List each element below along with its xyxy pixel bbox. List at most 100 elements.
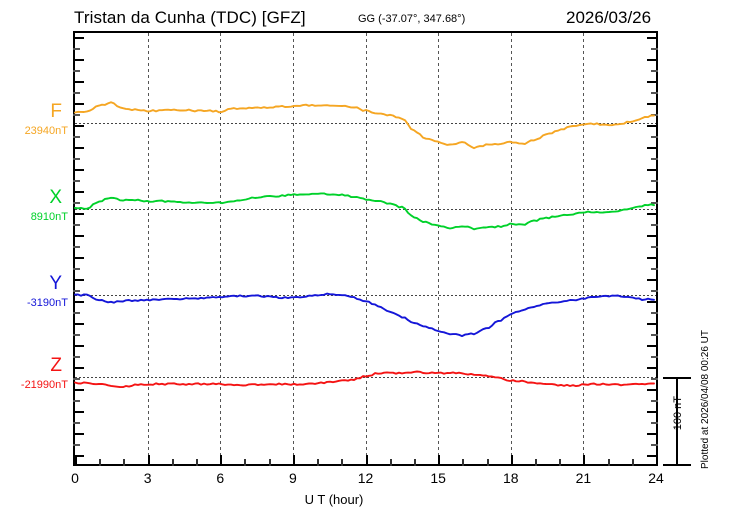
right-tick — [647, 81, 658, 83]
x-tick-hour-22 — [608, 459, 610, 466]
y-tick — [73, 367, 84, 369]
right-tick — [647, 279, 658, 281]
x-tick-hour-13 — [390, 459, 392, 466]
y-tick — [73, 235, 84, 237]
right-tick — [651, 114, 658, 116]
right-tick — [651, 400, 658, 402]
x-tick-label-9: 9 — [288, 470, 297, 486]
right-tick — [651, 180, 658, 182]
y-tick — [73, 48, 80, 50]
right-tick — [651, 312, 658, 314]
plot-date: 2026/03/26 — [566, 8, 652, 27]
component-value-y: -3190nT — [27, 297, 68, 309]
right-tick — [647, 411, 658, 413]
y-tick — [73, 422, 80, 424]
gridline-hour-18 — [511, 33, 512, 466]
scale-bar-line — [676, 377, 678, 466]
right-tick — [647, 213, 658, 215]
right-tick — [647, 345, 658, 347]
y-tick — [73, 389, 84, 391]
x-tick-hour-1 — [99, 459, 101, 466]
right-tick — [647, 455, 658, 457]
y-tick — [73, 444, 80, 446]
right-tick — [647, 147, 658, 149]
x-tick-hour-15 — [438, 455, 440, 466]
component-value-x: 8910nT — [30, 211, 68, 223]
x-tick-hour-5 — [196, 459, 198, 466]
right-tick — [647, 257, 658, 259]
x-tick-hour-9 — [293, 455, 295, 466]
x-tick-label-12: 12 — [357, 470, 374, 486]
y-tick — [73, 290, 80, 292]
right-tick — [651, 70, 658, 72]
x-tick-label-21: 21 — [575, 470, 592, 486]
baseline-y — [75, 295, 656, 296]
right-tick — [651, 378, 658, 380]
right-tick — [651, 268, 658, 270]
right-tick — [651, 356, 658, 358]
y-tick — [73, 323, 84, 325]
x-tick-hour-21 — [583, 455, 585, 466]
x-tick-hour-0 — [75, 455, 77, 466]
plot-frame-top-edge — [73, 31, 658, 33]
right-tick — [647, 37, 658, 39]
right-tick — [651, 202, 658, 204]
x-tick-hour-12 — [366, 455, 368, 466]
baseline-f — [75, 123, 656, 124]
right-tick — [651, 224, 658, 226]
x-tick-label-18: 18 — [502, 470, 519, 486]
y-tick — [73, 103, 84, 105]
y-tick — [73, 433, 84, 435]
right-tick — [651, 290, 658, 292]
component-letter-f: F — [50, 101, 62, 122]
right-tick — [647, 367, 658, 369]
plot-frame — [73, 31, 658, 466]
gridline-hour-6 — [220, 33, 221, 466]
plotted-at-timestamp: Plotted at 2026/04/08 00:26 UT — [700, 330, 711, 469]
y-tick — [73, 356, 80, 358]
x-tick-hour-4 — [172, 459, 174, 466]
right-tick — [647, 389, 658, 391]
x-tick-hour-19 — [535, 459, 537, 466]
right-tick — [647, 301, 658, 303]
component-letter-y: Y — [49, 273, 62, 294]
x-axis-title: U T (hour) — [0, 492, 730, 507]
y-tick — [73, 312, 80, 314]
x-tick-hour-7 — [244, 459, 246, 466]
right-tick — [651, 136, 658, 138]
x-axis-title-text: U T (hour) — [304, 492, 364, 507]
y-tick — [73, 125, 84, 127]
y-tick — [73, 59, 84, 61]
component-value-f: 23940nT — [24, 125, 68, 137]
x-tick-hour-20 — [559, 459, 561, 466]
gridline-hour-15 — [438, 33, 439, 466]
y-tick — [73, 257, 84, 259]
gridline-hour-12 — [366, 33, 367, 466]
x-tick-label-3: 3 — [143, 470, 152, 486]
gridline-hour-21 — [583, 33, 584, 466]
x-tick-hour-23 — [632, 459, 634, 466]
y-tick — [73, 279, 84, 281]
y-tick — [73, 334, 80, 336]
scale-bar — [663, 377, 691, 466]
y-tick — [73, 202, 80, 204]
right-tick — [647, 59, 658, 61]
gridline-hour-9 — [293, 33, 294, 466]
y-tick — [73, 158, 80, 160]
right-tick — [651, 246, 658, 248]
y-tick — [73, 169, 84, 171]
component-letter-x: X — [49, 187, 62, 208]
y-tick — [73, 345, 84, 347]
y-tick — [73, 301, 84, 303]
x-tick-label-24: 24 — [648, 470, 664, 486]
y-tick — [73, 37, 84, 39]
right-tick — [647, 125, 658, 127]
right-tick — [651, 422, 658, 424]
right-tick — [651, 334, 658, 336]
right-tick — [647, 169, 658, 171]
right-tick — [651, 444, 658, 446]
right-tick — [651, 48, 658, 50]
y-tick — [73, 268, 80, 270]
x-tick-hour-10 — [317, 459, 319, 466]
right-tick — [651, 158, 658, 160]
